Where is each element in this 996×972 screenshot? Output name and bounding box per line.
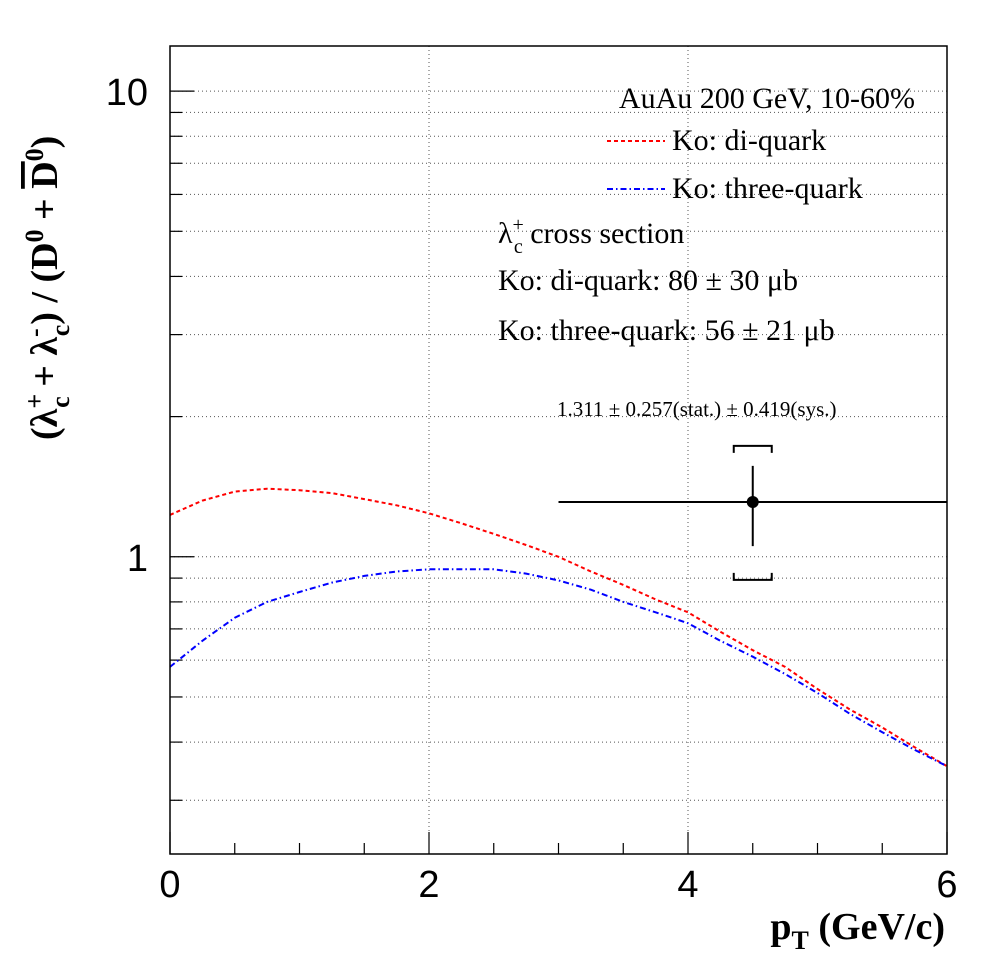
series-line-threequark [169, 568, 948, 768]
sys-error-bracket-top [732, 444, 773, 453]
grid [170, 46, 947, 854]
legend-header: AuAu 200 GeV, 10-60% [619, 82, 915, 115]
sys-error-bracket-bottom [732, 572, 773, 581]
x-tick-label: 6 [936, 864, 957, 906]
measurement-point [558, 444, 947, 581]
series-line-diquark [169, 487, 948, 768]
cross-section-title: λ+ c cross section [498, 214, 684, 258]
y-tick-label: 10 [106, 72, 148, 114]
x-tick-label: 4 [677, 864, 698, 906]
x-tick-label: 0 [159, 864, 180, 906]
x-tick-label: 2 [418, 864, 439, 906]
y-axis-label: (λ+c + λ-c) / (D0 + D0) [20, 136, 75, 440]
x-axis-label: pT (GeV/c) [770, 906, 945, 955]
data-point [746, 496, 759, 509]
y-tick-label: 1 [127, 538, 148, 580]
diquark-cross-section: Ko: di-quark: 80 ± 30 μb [498, 264, 798, 297]
legend-entry-diquark: Ko: di-quark [672, 124, 826, 157]
y-tick-labels: 1 10 [106, 72, 148, 580]
legend-entry-threequark: Ko: three-quark [672, 172, 863, 205]
x-tick-labels: 0 2 4 6 [159, 864, 957, 906]
threequark-cross-section: Ko: three-quark: 56 ± 21 μb [498, 314, 835, 347]
measurement-label: 1.311 ± 0.257(stat.) ± 0.419(sys.) [557, 397, 837, 421]
axis-ticks [169, 90, 948, 854]
legend: AuAu 200 GeV, 10-60% Ko: di-quark Ko: th… [607, 82, 915, 205]
curves [169, 487, 948, 768]
plot-frame [169, 45, 948, 855]
